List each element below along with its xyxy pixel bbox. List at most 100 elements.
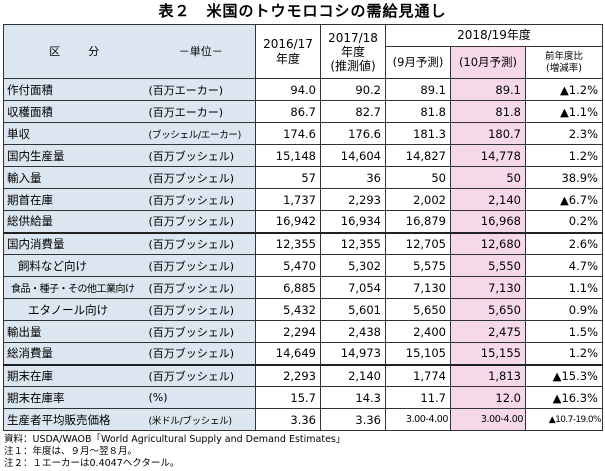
- value-sep-forecast: 181.3: [385, 122, 451, 145]
- value-sep-forecast: 16,879: [385, 210, 451, 233]
- value-2017: 14,973: [320, 342, 386, 365]
- table-row: 収穫面積 (百万エーカー) 86.7 82.7 81.8 81.8 ▲1.1%: [3, 100, 603, 123]
- header-unit: －単位－: [146, 24, 256, 79]
- header-oct: (10月予測): [450, 46, 526, 79]
- value-2016: 14,649: [255, 342, 321, 365]
- value-sep-forecast: 11.7: [385, 386, 451, 409]
- value-change-rate: ▲10.7-19.0%: [525, 408, 603, 431]
- value-2017: 82.7: [320, 100, 386, 123]
- row-unit: (百万ブッシェル): [146, 210, 256, 233]
- row-unit: (百万ブッシェル): [146, 320, 256, 343]
- value-oct-forecast: 2,140: [450, 188, 526, 211]
- value-2016: 3.36: [255, 408, 321, 431]
- value-change-rate: 0.2%: [525, 210, 603, 233]
- note-1: 注１：年度は、９月～翌８月。: [4, 446, 138, 457]
- row-unit: (百万ブッシェル): [146, 144, 256, 167]
- value-oct-forecast: 2,475: [450, 320, 526, 343]
- row-unit: (%): [146, 386, 256, 409]
- value-sep-forecast: 50: [385, 166, 451, 189]
- table-notes: 資料：USDA/WAOB「World Agricultural Supply a…: [4, 434, 604, 470]
- row-item-label: 総供給量: [3, 210, 147, 233]
- table-row: 期末在庫率 (%) 15.7 14.3 11.7 12.0 ▲16.3%: [3, 386, 603, 409]
- value-2017: 2,140: [320, 363, 386, 387]
- value-change-rate: ▲15.3%: [525, 363, 603, 387]
- value-2016: 2,294: [255, 320, 321, 343]
- row-unit: (米ドル/ブッシェル): [146, 408, 256, 431]
- value-2017: 7,054: [320, 276, 386, 299]
- value-sep-forecast: 5,575: [385, 254, 451, 277]
- value-change-rate: ▲6.7%: [525, 188, 603, 211]
- row-unit: (ブッシェル/エーカー): [146, 122, 256, 145]
- row-unit: (百万ブッシェル): [146, 166, 256, 189]
- row-item-label: 食品・種子・その他工業向け: [3, 276, 147, 299]
- row-item-label: 単収: [3, 122, 147, 145]
- value-sep-forecast: 7,130: [385, 276, 451, 299]
- value-change-rate: 1.2%: [525, 144, 603, 167]
- table-row: 国内生産量 (百万ブッシェル) 15,148 14,604 14,827 14,778 1.…: [3, 144, 603, 167]
- value-oct-forecast: 89.1: [450, 78, 526, 101]
- value-sep-forecast: 15,105: [385, 342, 451, 365]
- value-change-rate: 2.3%: [525, 122, 603, 145]
- note-source: 資料：USDA/WAOB「World Agricultural Supply a…: [4, 434, 346, 445]
- value-change-rate: 1.1%: [525, 276, 603, 299]
- value-sep-forecast: 1,774: [385, 363, 451, 387]
- table-row: 総供給量 (百万ブッシェル) 16,942 16,934 16,879 16,968 0.2…: [3, 210, 603, 233]
- value-oct-forecast: 81.8: [450, 100, 526, 123]
- value-sep-forecast: 12,705: [385, 231, 451, 255]
- row-unit: (百万ブッシェル): [146, 231, 256, 255]
- value-2016: 57: [255, 166, 321, 189]
- value-oct-forecast: 14,778: [450, 144, 526, 167]
- row-unit: (百万エーカー): [146, 78, 256, 101]
- value-2016: 2,293: [255, 363, 321, 387]
- value-2017: 36: [320, 166, 386, 189]
- value-oct-forecast: 1,813: [450, 363, 526, 387]
- row-unit: (百万ブッシェル): [146, 363, 256, 387]
- corn-supply-demand-table: 区 分 －単位－ 2016/17 年度 2017/18 年度 (推測値) 201…: [3, 24, 603, 431]
- value-oct-forecast: 15,155: [450, 342, 526, 365]
- value-sep-forecast: 3.00-4.00: [385, 408, 451, 431]
- value-2016: 5,470: [255, 254, 321, 277]
- value-sep-forecast: 5,650: [385, 298, 451, 321]
- value-sep-forecast: 2,400: [385, 320, 451, 343]
- table-row: 輸出量 (百万ブッシェル) 2,294 2,438 2,400 2,475 1.5%: [3, 320, 603, 343]
- value-change-rate: 4.7%: [525, 254, 603, 277]
- value-2016: 6,885: [255, 276, 321, 299]
- header-ratio: 前年度比 (増減率): [525, 46, 603, 79]
- value-oct-forecast: 7,130: [450, 276, 526, 299]
- value-2017: 14.3: [320, 386, 386, 409]
- value-2016: 174.6: [255, 122, 321, 145]
- header-2018: 2018/19年度: [385, 24, 603, 47]
- value-2017: 90.2: [320, 78, 386, 101]
- header-ratio-line1: 前年度比: [544, 50, 583, 62]
- value-oct-forecast: 180.7: [450, 122, 526, 145]
- value-sep-forecast: 2,002: [385, 188, 451, 211]
- value-2017: 12,355: [320, 231, 386, 255]
- value-2017: 14,604: [320, 144, 386, 167]
- value-oct-forecast: 50: [450, 166, 526, 189]
- value-2017: 176.6: [320, 122, 386, 145]
- table-row: 飼料など向け (百万ブッシェル) 5,470 5,302 5,575 5,550 4.7%: [3, 254, 603, 277]
- row-item-label: 国内消費量: [3, 231, 147, 255]
- row-item-label: エタノール向け: [3, 298, 147, 321]
- value-2016: 16,942: [255, 210, 321, 233]
- value-2016: 86.7: [255, 100, 321, 123]
- value-change-rate: 0.9%: [525, 298, 603, 321]
- value-oct-forecast: 16,968: [450, 210, 526, 233]
- value-2016: 15.7: [255, 386, 321, 409]
- header-2016: 2016/17 年度: [255, 24, 321, 79]
- table-row: エタノール向け (百万ブッシェル) 5,432 5,601 5,650 5,650 0.9%: [3, 298, 603, 321]
- value-change-rate: ▲1.2%: [525, 78, 603, 101]
- value-change-rate: 1.5%: [525, 320, 603, 343]
- header-2017-line2: 年度: [340, 44, 365, 59]
- value-oct-forecast: 5,550: [450, 254, 526, 277]
- row-unit: (百万ブッシェル): [146, 298, 256, 321]
- header-2016-label: 2016/17 年度: [263, 36, 313, 66]
- row-item-label: 期首在庫: [3, 188, 147, 211]
- row-item-label: 期末在庫率: [3, 386, 147, 409]
- row-item-label: 総消費量: [3, 342, 147, 365]
- row-item-label: 国内生産量: [3, 144, 147, 167]
- value-2016: 15,148: [255, 144, 321, 167]
- table-row: 総消費量 (百万ブッシェル) 14,649 14,973 15,105 15,155 1.2…: [3, 342, 603, 365]
- table-row: 単収 (ブッシェル/エーカー) 174.6 176.6 181.3 180.7 2.3%: [3, 122, 603, 145]
- value-2016: 5,432: [255, 298, 321, 321]
